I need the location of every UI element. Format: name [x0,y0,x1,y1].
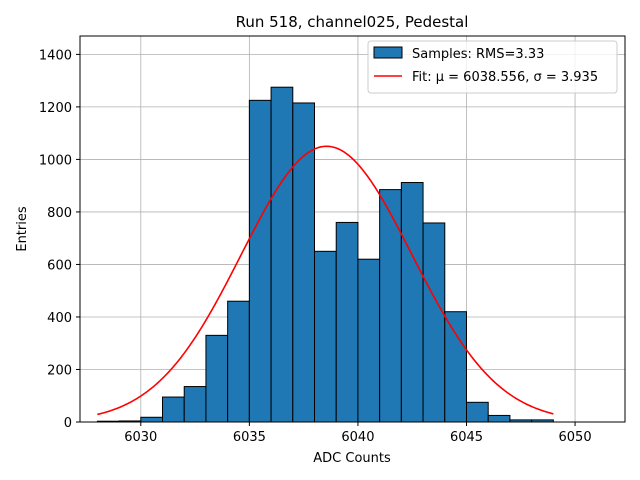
x-axis-label: ADC Counts [313,451,391,466]
y-tick-label: 1400 [39,48,72,63]
x-tick-label: 6040 [341,430,374,445]
x-tick-label: 6035 [233,430,266,445]
plot-frame [79,35,626,423]
histogram-bar [357,258,381,423]
histogram-bar [227,300,250,423]
y-tick-label: 1200 [39,101,72,116]
y-tick-label: 400 [47,311,72,326]
y-tick-label: 800 [47,206,72,221]
histogram-bar [444,311,467,423]
legend: Samples: RMS=3.33 Fit: μ = 6038.556, σ =… [367,40,618,94]
histogram-bar [270,86,294,423]
histogram-bar [205,334,229,423]
x-tick-label: 6030 [124,430,157,445]
histogram-bar [422,222,446,423]
legend-samples-swatch [373,46,403,59]
histogram-bar [465,401,489,423]
y-tick-label: 200 [47,363,72,378]
y-axis-label: Entries [15,206,30,252]
fit-curve [97,145,554,416]
x-tick-label: 6045 [450,430,483,445]
legend-fit-label: Fit: μ = 6038.556, σ = 3.935 [412,70,598,85]
histogram-bar [140,416,164,423]
histogram-bar [400,182,424,423]
histogram-bar [248,99,272,423]
histogram-bar [487,414,511,423]
legend-samples-label: Samples: RMS=3.33 [412,47,544,62]
y-tick-label: 600 [47,258,72,273]
histogram-bar [314,250,337,423]
y-tick-label: 1000 [39,153,72,168]
histogram-bar [379,189,402,423]
chart-title: Run 518, channel025, Pedestal [236,13,469,31]
legend-box [367,40,618,94]
histogram-bar [335,221,359,423]
x-tick-label: 6050 [559,430,592,445]
histogram-bar [183,386,207,423]
histogram-bar [162,396,185,423]
y-tick-label: 0 [64,416,72,431]
axis-ticks: 6030 6035 6040 6045 6050 0 200 400 600 800 1000 120… [39,48,592,445]
